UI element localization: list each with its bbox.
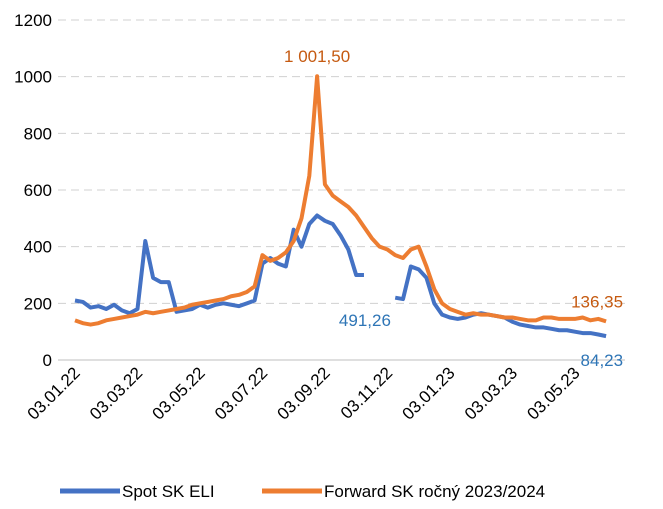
y-tick-label: 600 xyxy=(24,181,52,200)
x-tick-label: 03.05.22 xyxy=(149,363,209,423)
x-tick-label: 03.01.23 xyxy=(398,363,458,423)
y-tick-label: 400 xyxy=(24,238,52,257)
data-label: 136,35 xyxy=(571,292,623,311)
legend-label: Spot SK ELI xyxy=(122,482,215,501)
data-label: 491,26 xyxy=(339,311,391,330)
y-tick-label: 0 xyxy=(43,351,52,370)
x-tick-label: 03.03.22 xyxy=(86,363,146,423)
y-tick-label: 200 xyxy=(24,294,52,313)
y-tick-label: 1000 xyxy=(14,68,52,87)
series-line xyxy=(74,74,607,327)
data-label: 84,23 xyxy=(581,351,624,370)
legend-label: Forward SK ročný 2023/2024 xyxy=(324,482,545,501)
x-tick-label: 03.01.22 xyxy=(24,363,84,423)
y-tick-label: 1200 xyxy=(14,11,52,30)
data-label: 1 001,50 xyxy=(284,47,350,66)
y-tick-label: 800 xyxy=(24,124,52,143)
x-tick-label: 03.07.22 xyxy=(211,363,271,423)
x-tick-label: 03.05.23 xyxy=(523,363,583,423)
x-tick-label: 03.09.22 xyxy=(274,363,334,423)
x-tick-label: 03.03.23 xyxy=(461,363,521,423)
x-tick-label: 03.11.22 xyxy=(337,363,396,422)
